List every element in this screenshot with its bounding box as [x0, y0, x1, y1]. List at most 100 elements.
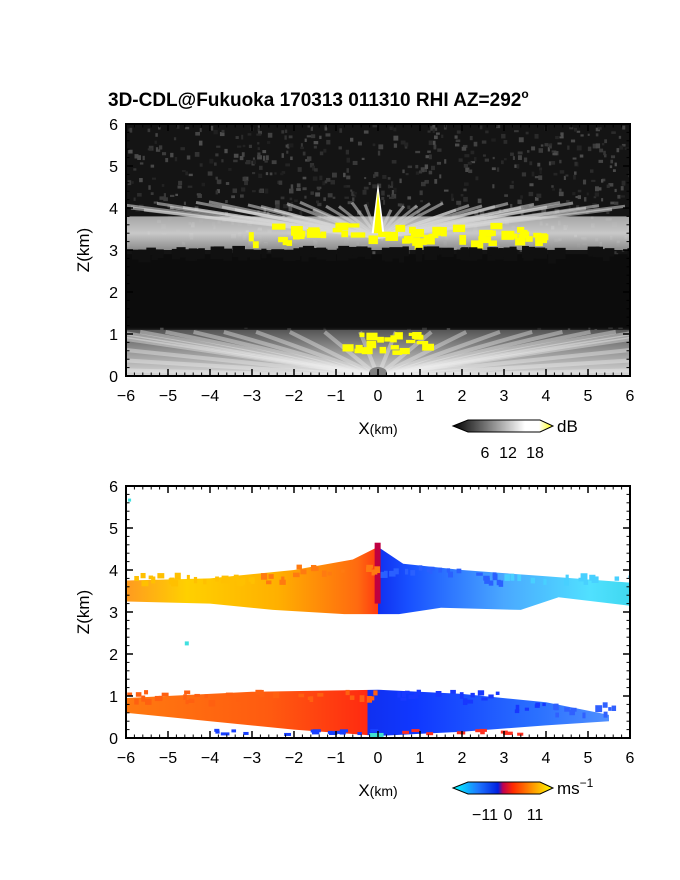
noise-speck [309, 162, 315, 168]
noise-speck [258, 189, 264, 193]
noise-speck [391, 193, 397, 199]
surface-pixel [214, 728, 220, 732]
surface-pixel [426, 732, 434, 736]
noise-speck [175, 193, 179, 197]
bl-edge-pixel [466, 699, 474, 704]
bl-core-patch [390, 345, 399, 350]
noise-speck [594, 192, 599, 197]
surface-pixel [370, 729, 379, 733]
bl-edge-pixel [542, 702, 546, 707]
noise-speck [500, 160, 504, 165]
noise-speck [199, 163, 203, 167]
noise-speck [185, 171, 189, 176]
bl-edge-pixel [373, 690, 378, 696]
noise-speck [343, 185, 347, 188]
noise-speck [319, 175, 323, 181]
bl-ray [126, 358, 379, 376]
noise-speck [246, 159, 251, 165]
noise-speck [614, 162, 617, 167]
noise-speck [621, 180, 626, 186]
noise-speck [310, 191, 314, 195]
noise-speck [550, 161, 556, 165]
noise-speck [374, 171, 379, 177]
noise-speck [310, 126, 314, 131]
backscatter-field [126, 182, 630, 376]
noise-speck [567, 145, 570, 150]
bl-edge-pixel [462, 698, 468, 706]
noise-speck [393, 187, 397, 193]
bl-edge-pixel [255, 689, 262, 695]
noise-speck [391, 190, 394, 195]
cloud-core-patch [459, 234, 467, 245]
noise-speck [476, 207, 482, 211]
noise-speck [381, 196, 385, 200]
surface-pixel [312, 729, 321, 733]
cloud-base-gap [309, 247, 315, 255]
noise-speck [559, 136, 564, 139]
x-tick-label: 5 [584, 388, 593, 405]
cloud-edge-pixel [517, 574, 522, 582]
cloud-base-gap [554, 247, 566, 259]
noise-speck [531, 146, 536, 151]
noise-speck [162, 152, 167, 156]
noise-speck [178, 180, 183, 186]
noise-speck [176, 124, 180, 129]
cloud-base-gap [194, 248, 201, 260]
cloud-edge-pixel [543, 578, 547, 585]
bl-core-patch [416, 340, 429, 345]
noise-speck [420, 200, 423, 203]
noise-speck [577, 195, 582, 200]
noise-speck [312, 176, 318, 181]
noise-speck [543, 208, 547, 212]
cloud-core-patch [453, 225, 465, 231]
noise-speck [262, 155, 266, 161]
noise-speck [235, 136, 239, 140]
cloud-core-patch [488, 240, 497, 247]
bl-edge-pixel [158, 695, 163, 701]
cloud-core-patch [518, 233, 526, 239]
noise-speck [330, 180, 335, 185]
y-tick-label: 5 [109, 159, 118, 176]
noise-speck [404, 142, 409, 147]
bl-edge-pixel [459, 692, 464, 699]
noise-speck [544, 143, 549, 147]
noise-speck [441, 134, 444, 139]
noise-speck [591, 179, 596, 182]
cloud-core-patch [341, 230, 349, 238]
bl-edge-pixel [603, 711, 608, 718]
noise-speck [434, 179, 438, 184]
bl-edge-pixel [570, 707, 577, 712]
surface-pixel [411, 729, 420, 733]
cloud-core-patch [308, 227, 320, 235]
noise-speck [285, 163, 291, 167]
noise-speck [150, 192, 154, 195]
cloud-edge-pixel [504, 574, 510, 581]
bl-core-patch [379, 346, 387, 354]
cloud-core-patch [490, 222, 503, 230]
noise-speck [419, 190, 423, 196]
noise-speck [610, 159, 614, 164]
cloud-base-gap [238, 249, 248, 261]
noise-speck [565, 174, 569, 177]
cloud-edge-pixel [341, 569, 345, 573]
cloud-edge-pixel [614, 576, 620, 581]
cloud-edge-pixel [233, 574, 239, 581]
bl-ray [377, 334, 630, 376]
noise-speck [391, 160, 397, 164]
noise-speck [388, 185, 394, 188]
cloud-base-gap [352, 248, 366, 257]
noise-speck [435, 132, 440, 135]
bottom-colorbar: −11 0 11 ms−1 [451, 776, 594, 824]
noise-speck [563, 175, 566, 181]
noise-speck [239, 156, 244, 161]
cloud-edge-pixel [583, 580, 589, 585]
y-tick-label: 6 [109, 479, 118, 496]
noise-speck [418, 170, 423, 174]
cloud-base-gap [336, 249, 347, 261]
surface-pixel [402, 730, 409, 734]
noise-speck [201, 182, 206, 187]
noise-speck [265, 172, 269, 176]
noise-speck [325, 177, 331, 182]
noise-speck [158, 126, 161, 130]
noise-speck [147, 148, 153, 151]
